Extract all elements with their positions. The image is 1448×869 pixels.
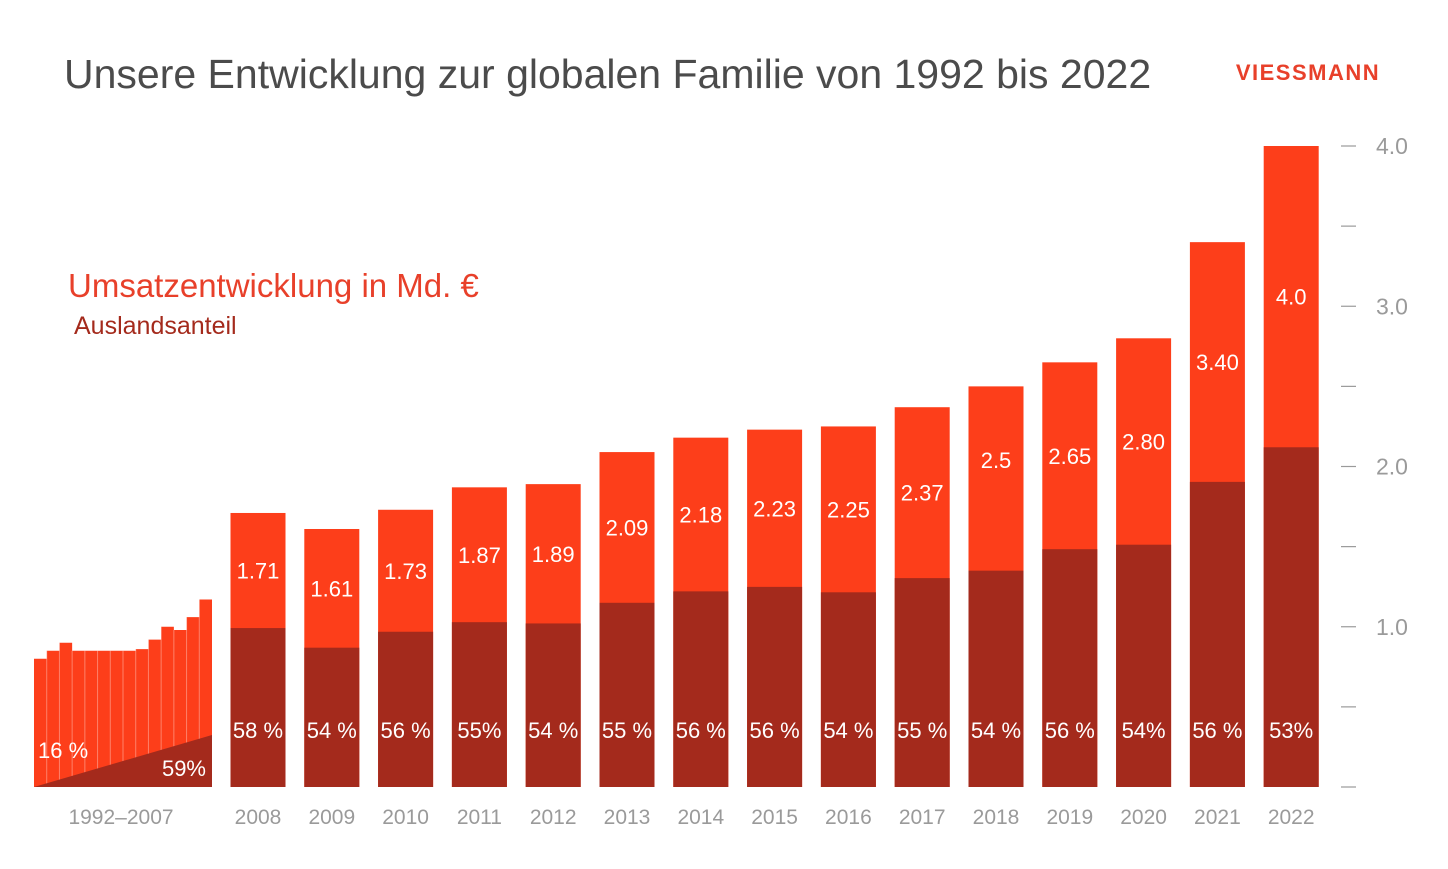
chart-title: Unsere Entwicklung zur globalen Familie … bbox=[64, 51, 1151, 97]
bar-foreign-share bbox=[378, 631, 434, 787]
bar-revenue-label: 1.87 bbox=[458, 543, 501, 568]
bar-share-label: 53% bbox=[1269, 718, 1313, 743]
x-tick-label: 2019 bbox=[1046, 806, 1093, 829]
bar-foreign-share bbox=[894, 578, 950, 787]
x-tick-label: 2010 bbox=[382, 806, 429, 829]
bar-revenue-label: 2.18 bbox=[679, 503, 722, 528]
bar-foreign-share bbox=[1042, 549, 1098, 787]
bar-share-label: 56 % bbox=[676, 718, 726, 743]
x-tick-label: 2021 bbox=[1194, 806, 1241, 829]
x-tick-label: 2017 bbox=[899, 806, 946, 829]
viessmann-logo: VIESSMANN bbox=[1236, 60, 1380, 85]
bar-share-label: 56 % bbox=[750, 718, 800, 743]
x-tick-label: 2014 bbox=[677, 806, 724, 829]
bar-revenue-label: 4.0 bbox=[1276, 285, 1307, 310]
bar-revenue-label: 2.25 bbox=[827, 497, 870, 522]
bar-revenue-label: 1.61 bbox=[310, 576, 353, 601]
bar-revenue-label: 2.5 bbox=[981, 448, 1012, 473]
bar-revenue-label: 1.89 bbox=[532, 542, 575, 567]
x-tick-label: 2009 bbox=[308, 806, 355, 829]
bar-foreign-share bbox=[673, 591, 729, 787]
x-tick-label: 2013 bbox=[604, 806, 651, 829]
bar-share-label: 56 % bbox=[1045, 718, 1095, 743]
x-tick-label: 2022 bbox=[1268, 806, 1315, 829]
bar-foreign-share bbox=[451, 622, 507, 787]
y-tick-label: 2.0 bbox=[1376, 454, 1408, 480]
early-share-end-label: 59% bbox=[162, 756, 206, 781]
early-revenue-area bbox=[34, 599, 212, 787]
bar-revenue-label: 2.23 bbox=[753, 496, 796, 521]
y-tick-label: 4.0 bbox=[1376, 133, 1408, 159]
bar-series: 1.71 58 % 1.61 54 % 1.73 56 % 1.87 55% 1.89 54 % 2… bbox=[230, 146, 1319, 787]
bar-share-label: 54 % bbox=[971, 718, 1021, 743]
early-share-start-label: 16 % bbox=[38, 738, 88, 763]
bar-foreign-share bbox=[747, 586, 803, 787]
early-period-area: 16 % 59% bbox=[34, 599, 212, 787]
bar-revenue-label: 3.40 bbox=[1196, 350, 1239, 375]
bar-foreign-share bbox=[1263, 447, 1319, 787]
x-axis-labels: 2008 2009 2010 2011 2012 2013 2014 2015 2016 2017… bbox=[68, 806, 1314, 829]
bar-share-label: 55 % bbox=[897, 718, 947, 743]
bar-foreign-share bbox=[599, 602, 655, 787]
y-tick-label: 3.0 bbox=[1376, 293, 1408, 319]
bar-share-label: 58 % bbox=[233, 718, 283, 743]
legend-revenue-label: Umsatzentwicklung in Md. € bbox=[68, 267, 479, 304]
bar-share-label: 54 % bbox=[528, 718, 578, 743]
bar-foreign-share bbox=[230, 628, 286, 787]
bar-share-label: 54% bbox=[1122, 718, 1166, 743]
legend-foreign-share-label: Auslandsanteil bbox=[74, 312, 237, 340]
bar-revenue-label: 2.65 bbox=[1048, 444, 1091, 469]
bar-revenue-label: 2.09 bbox=[606, 515, 649, 540]
bar-share-label: 55 % bbox=[602, 718, 652, 743]
x-tick-label: 2012 bbox=[530, 806, 577, 829]
bar-revenue-label: 1.71 bbox=[237, 559, 280, 584]
bar-foreign-share bbox=[304, 647, 360, 787]
x-tick-label-early: 1992–2007 bbox=[68, 806, 173, 829]
x-tick-label: 2018 bbox=[973, 806, 1020, 829]
bar-foreign-share bbox=[1116, 544, 1172, 787]
bar-share-label: 56 % bbox=[381, 718, 431, 743]
bar-foreign-share bbox=[820, 592, 876, 787]
bar-share-label: 55% bbox=[457, 718, 501, 743]
y-axis: 1.0 2.0 3.0 4.0 bbox=[1341, 133, 1408, 788]
x-tick-label: 2015 bbox=[751, 806, 798, 829]
early-foreign-share-area bbox=[34, 735, 212, 787]
bar-revenue-label: 2.37 bbox=[901, 481, 944, 506]
bar-foreign-share bbox=[525, 623, 581, 787]
x-tick-label: 2016 bbox=[825, 806, 872, 829]
x-tick-label: 2011 bbox=[457, 806, 502, 829]
bar-foreign-share bbox=[1189, 481, 1245, 787]
bar-share-label: 54 % bbox=[823, 718, 873, 743]
bar-foreign-share bbox=[968, 570, 1024, 787]
bar-revenue-label: 1.73 bbox=[384, 559, 427, 584]
bar-share-label: 56 % bbox=[1192, 718, 1242, 743]
bar-share-label: 54 % bbox=[307, 718, 357, 743]
logo-text: VIESSMANN bbox=[1236, 60, 1380, 85]
bar-revenue-label: 2.80 bbox=[1122, 430, 1165, 455]
y-tick-label: 1.0 bbox=[1376, 614, 1408, 640]
x-tick-label: 2020 bbox=[1120, 806, 1167, 829]
x-tick-label: 2008 bbox=[235, 806, 282, 829]
